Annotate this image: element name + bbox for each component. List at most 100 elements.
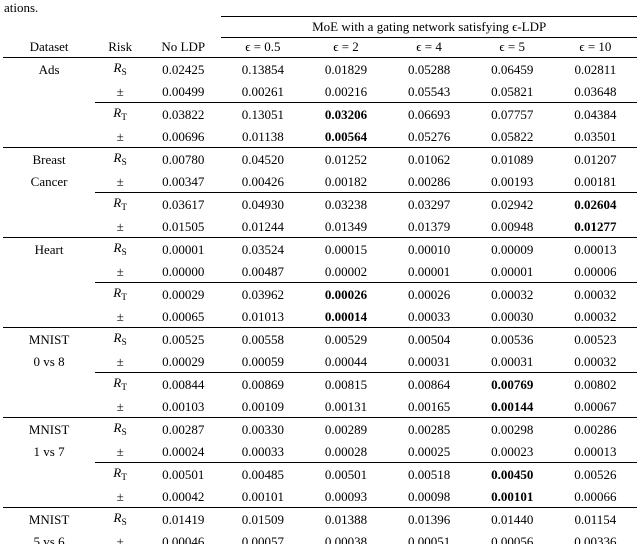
table-row: 1 vs 7 ±0.00024 0.00033 0.00028 0.00025 0.000… [3,443,637,463]
risk-cell: ± [116,129,124,144]
value-cell: 0.00523 [553,327,637,353]
risk-cell: RS [95,57,146,83]
value-cell: 0.00032 [574,354,617,369]
column-header-6: ϵ = 5 [470,37,554,58]
risk-cell: ± [116,309,124,324]
value-cell: 0.03501 [574,129,617,144]
value-cell: 0.04384 [553,102,637,128]
dataset-cell: Ads [3,57,96,83]
value-cell: 0.13051 [221,102,305,128]
risk-cell: RT [95,102,146,128]
value-cell: 0.01154 [553,507,637,533]
value-cell: 0.00013 [574,444,617,459]
value-cell: 0.07757 [470,102,554,128]
value-cell: 0.00010 [387,237,471,263]
table-row: RT 0.00501 0.00485 0.00501 0.00518 0.00450 0.0… [3,462,637,488]
value-cell: 0.00286 [553,417,637,443]
value-cell: 0.02604 [553,192,637,218]
risk-cell: ± [116,219,124,234]
risk-cell: RT [95,462,146,488]
value-cell: 0.01277 [574,219,617,234]
value-cell: 0.00216 [324,84,368,99]
column-header-4: ϵ = 2 [304,37,388,58]
value-cell: 0.05543 [407,84,451,99]
value-cell: 0.00006 [574,264,617,279]
value-cell: 0.00056 [491,534,534,544]
value-cell: 0.00002 [324,264,368,279]
table-row: ±0.00042 0.00101 0.00093 0.00098 0.00101 0.00… [3,488,637,508]
value-cell: 0.00098 [407,489,451,504]
column-header-0: Dataset [3,37,96,58]
value-cell: 0.00038 [324,534,368,544]
value-cell: 0.00029 [145,282,222,308]
value-cell: 0.00165 [407,399,451,414]
value-cell: 0.00501 [145,462,222,488]
dataset-cell [3,398,95,418]
value-cell: 0.00046 [162,534,205,544]
value-cell: 0.01207 [553,147,637,173]
table-row: ±0.00499 0.00261 0.00216 0.05543 0.05821 0.03… [3,83,637,103]
value-cell: 0.03822 [145,102,222,128]
value-cell: 0.00033 [407,309,451,324]
dataset-cell: Breast [3,147,96,173]
dataset-cell [3,193,95,218]
risk-cell: RT [95,372,146,398]
value-cell: 0.00032 [470,282,554,308]
dataset-cell [3,218,95,238]
value-cell: 0.00131 [324,399,368,414]
value-cell: 0.01388 [304,507,388,533]
value-cell: 0.00032 [574,309,617,324]
dataset-cell [3,488,95,508]
dataset-cell [3,128,95,148]
table-row: RT 0.03822 0.13051 0.03206 0.06693 0.07757 0.0… [3,102,637,128]
risk-cell: RT [95,282,146,308]
column-header-7: ϵ = 10 [553,37,637,58]
dataset-cell [3,373,95,398]
value-cell: 0.00015 [304,237,388,263]
column-header-5: ϵ = 4 [387,37,471,58]
value-cell: 0.00024 [162,444,205,459]
value-cell: 0.00487 [241,264,284,279]
risk-cell: RS [95,147,146,173]
value-cell: 0.00026 [304,282,388,308]
table-row: MNIST RS 0.00287 0.00330 0.00289 0.00285 0.002… [3,417,637,443]
table-row: Breast RS 0.00780 0.04520 0.01252 0.01062 0.01… [3,147,637,173]
value-cell: 0.00029 [162,354,205,369]
table-row: 5 vs 6 ±0.00046 0.00057 0.00038 0.00051 0.000… [3,533,637,544]
value-cell: 0.03617 [145,192,222,218]
dataset-cell: Heart [3,237,96,263]
value-cell: 0.13854 [221,57,305,83]
value-cell: 0.00042 [162,489,205,504]
value-cell: 0.06693 [387,102,471,128]
risk-cell: RT [95,192,146,218]
value-cell: 0.00009 [470,237,554,263]
value-cell: 0.03297 [387,192,471,218]
dataset-cell [3,83,95,103]
risk-cell: ± [116,534,124,544]
table-row: Cancer ±0.00347 0.00426 0.00182 0.00286 0.001… [3,173,637,193]
value-cell: 0.00028 [324,444,368,459]
value-cell: 0.01062 [387,147,471,173]
dataset-cell: MNIST [3,327,96,353]
value-cell: 0.00030 [491,309,534,324]
value-cell: 0.00526 [553,462,637,488]
value-cell: 0.00330 [221,417,305,443]
value-cell: 0.00485 [221,462,305,488]
risk-cell: ± [116,174,124,189]
dataset-cell: 0 vs 8 [33,354,65,370]
value-cell: 0.01396 [387,507,471,533]
value-cell: 0.00287 [145,417,222,443]
results-table: MoE with a gating network satisfying ϵ-L… [3,16,637,544]
dataset-cell [3,463,95,488]
table-row: RT 0.00844 0.00869 0.00815 0.00864 0.00769 0.0… [3,372,637,398]
value-cell: 0.00051 [407,534,451,544]
value-cell: 0.01252 [304,147,388,173]
value-cell: 0.00298 [470,417,554,443]
value-cell: 0.00802 [553,372,637,398]
value-cell: 0.00023 [491,444,534,459]
value-cell: 0.02425 [145,57,222,83]
value-cell: 0.00450 [470,462,554,488]
dataset-cell: 5 vs 6 [33,534,65,544]
